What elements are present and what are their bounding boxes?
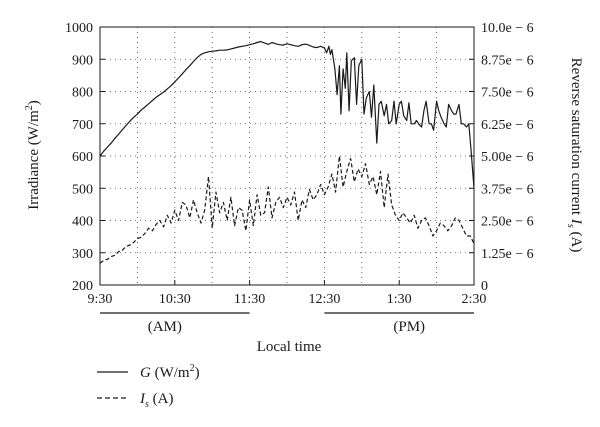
left-y-axis-label: Irradiance (W/m2) [24, 100, 42, 210]
series-line-current [99, 155, 475, 264]
right-y-tick-labels: 0 1.25e − 6 2.50e − 6 3.75e − 6 5.00e − 6 6.2… [481, 21, 534, 294]
am-period-label: (AM) [148, 319, 182, 335]
x-axis-label: Local time [257, 339, 322, 355]
left-y-tick-labels: 200 300 400 500 600 700 800 900 1000 [65, 21, 93, 294]
axis-ticks [99, 26, 475, 286]
left-y-tick-label: 500 [72, 182, 93, 197]
right-y-axis-label: Reverse saturation current Is (A) [565, 58, 584, 253]
left-y-tick-label: 700 [72, 118, 93, 133]
right-y-tick-label: 6.25e − 6 [481, 118, 534, 133]
right-y-tick-label: 5.00e − 6 [481, 150, 534, 165]
left-y-tick-label: 300 [72, 247, 93, 262]
right-y-tick-label: 10.0e − 6 [481, 21, 534, 36]
left-y-tick-label: 900 [72, 53, 93, 68]
x-tick-labels: 9:30 10:30 11:30 12:30 1:30 2:30 [88, 292, 487, 307]
legend: G (W/m2) Is (A) [97, 363, 200, 410]
x-tick-label: 12:30 [308, 292, 340, 307]
left-y-tick-label: 1000 [65, 21, 93, 36]
x-tick-label: 11:30 [234, 292, 265, 307]
series-line-irradiance [99, 40, 475, 189]
x-tick-label: 1:30 [387, 292, 412, 307]
right-y-tick-label: 1.25e − 6 [481, 247, 534, 262]
right-y-tick-label: 8.75e − 6 [481, 53, 534, 68]
left-y-tick-label: 400 [72, 215, 93, 230]
left-y-tick-label: 200 [72, 279, 93, 294]
x-tick-label: 9:30 [88, 292, 113, 307]
x-tick-label: 10:30 [159, 292, 191, 307]
grid-lines [100, 27, 474, 285]
legend-label-current: Is (A) [139, 391, 173, 410]
x-tick-label: 2:30 [462, 292, 487, 307]
right-y-tick-label: 3.75e − 6 [481, 182, 534, 197]
right-y-tick-label: 0 [481, 279, 488, 294]
left-y-tick-label: 800 [72, 86, 93, 101]
series-layer [99, 40, 475, 264]
right-y-tick-label: 7.50e − 6 [481, 86, 534, 101]
legend-label-irradiance: G (W/m2) [140, 363, 200, 381]
pm-period-label: (PM) [393, 319, 425, 335]
left-y-tick-label: 600 [72, 150, 93, 165]
plot-area-frame [99, 26, 475, 286]
right-y-tick-label: 2.50e − 6 [481, 215, 534, 230]
